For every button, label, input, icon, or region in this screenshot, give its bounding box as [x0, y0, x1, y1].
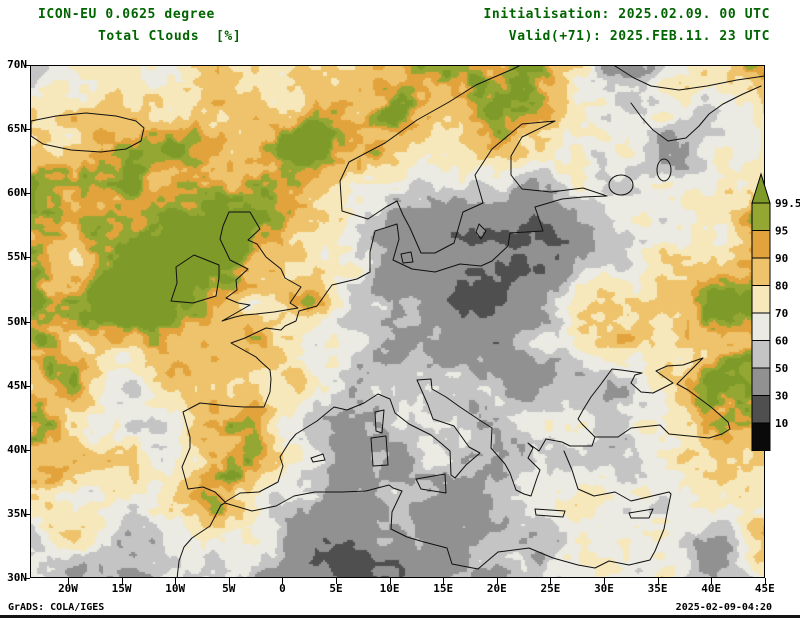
coastline-kola — [614, 66, 764, 91]
lat-tick-label: 55N — [7, 250, 27, 264]
lon-tick-label: 15E — [433, 582, 454, 595]
image-border-bottom — [0, 615, 800, 618]
cloud-field-canvas — [31, 66, 764, 577]
lake-onega — [656, 158, 672, 182]
colorbar-segment — [751, 257, 771, 286]
lon-tick — [229, 578, 230, 584]
coastline-mallorca — [310, 453, 326, 463]
lon-tick — [711, 578, 712, 584]
coastline-white-sea — [630, 85, 762, 142]
coastline-atlantic-baltic — [181, 66, 608, 503]
colorbar-level-label: 10 — [775, 417, 788, 430]
lon-tick-label: 10E — [379, 582, 400, 595]
coastline-aegean-levant-africa — [176, 450, 672, 577]
colorbar-level-label: 30 — [775, 390, 788, 403]
grads-credit: GrADS: COLA/IGES — [8, 602, 105, 613]
coastline-corsica — [374, 409, 385, 434]
coastline-sicily — [415, 473, 447, 494]
lat-tick — [24, 578, 30, 579]
lat-tick-label: 30N — [7, 571, 27, 584]
lon-tick-label: 40E — [701, 582, 722, 595]
lon-tick-label: 5W — [222, 582, 236, 595]
coastline-overlay — [31, 66, 764, 577]
lat-tick-label: 45N — [7, 378, 27, 392]
lon-tick — [550, 578, 551, 584]
lat-tick-label: 40N — [7, 442, 27, 456]
coastline-great-britain — [219, 211, 302, 322]
valid-time: Valid(+71): 2025.FEB.11. 23 UTC — [508, 29, 770, 44]
lon-tick-label: 15W — [111, 582, 132, 595]
coastline-gotland — [475, 223, 487, 240]
model-title: ICON-EU 0.0625 degree — [38, 7, 215, 22]
lake-ladoga — [608, 174, 634, 196]
colorbar-segment — [751, 172, 771, 204]
coastline-cyprus — [628, 508, 654, 519]
creation-timestamp: 2025-02-09-04:20 — [675, 602, 772, 613]
colorbar-level-label: 99.5 — [775, 197, 800, 210]
lat-tick-label: 70N — [7, 58, 27, 71]
lat-tick-label: 50N — [7, 314, 27, 328]
variable-title: Total Clouds [%] — [98, 29, 242, 44]
lon-tick — [443, 578, 444, 584]
lon-tick-label: 20E — [486, 582, 507, 595]
colorbar-level-label: 80 — [775, 280, 788, 293]
lon-tick-label: 10W — [165, 582, 186, 595]
coastline-zealand — [400, 251, 414, 264]
lon-tick — [336, 578, 337, 584]
colorbar-segment — [751, 230, 771, 259]
lon-tick — [68, 578, 69, 584]
lat-tick-label: 65N — [7, 122, 27, 136]
lon-tick-label: 35E — [647, 582, 668, 595]
colorbar-level-label: 90 — [775, 252, 788, 265]
init-time: Initialisation: 2025.02.09. 00 UTC — [483, 7, 770, 22]
lon-tick-label: 45E — [754, 582, 775, 595]
colorbar-level-label: 70 — [775, 307, 788, 320]
lon-tick-label: 30E — [594, 582, 614, 595]
lat-tick-label: 35N — [7, 506, 27, 520]
lat-tick-label: 60N — [7, 186, 27, 200]
colorbar-level-label: 60 — [775, 335, 788, 348]
coastline-ireland — [170, 254, 220, 304]
lon-tick-label: 0 — [279, 582, 286, 595]
lon-tick — [658, 578, 659, 584]
lon-tick-label: 20W — [58, 582, 78, 595]
colorbar-level-label: 50 — [775, 362, 788, 375]
colorbar-segment — [751, 395, 771, 424]
lon-tick — [175, 578, 176, 584]
lon-tick-label: 5E — [329, 582, 343, 595]
colorbar-level-label: 95 — [775, 225, 788, 238]
coastline-crete — [534, 508, 566, 518]
coastline-sardinia — [370, 435, 389, 467]
lon-tick — [122, 578, 123, 584]
lon-tick — [282, 578, 283, 584]
colorbar-segment — [751, 202, 771, 231]
colorbar-segment — [751, 285, 771, 314]
colorbar: 99.5 95 90 80 70 60 50 30 10 — [751, 172, 800, 451]
lon-tick — [497, 578, 498, 584]
colorbar-segment — [751, 340, 771, 369]
coastline-iceland — [31, 112, 145, 153]
map-frame — [30, 65, 765, 578]
lon-tick-label: 25E — [540, 582, 561, 595]
colorbar-segment — [751, 422, 771, 451]
coastline-mediterranean-blacksea — [224, 357, 731, 503]
colorbar-segment — [751, 312, 771, 341]
lon-tick — [604, 578, 605, 584]
colorbar-segment — [751, 367, 771, 396]
lon-tick — [765, 578, 766, 584]
lon-tick — [390, 578, 391, 584]
